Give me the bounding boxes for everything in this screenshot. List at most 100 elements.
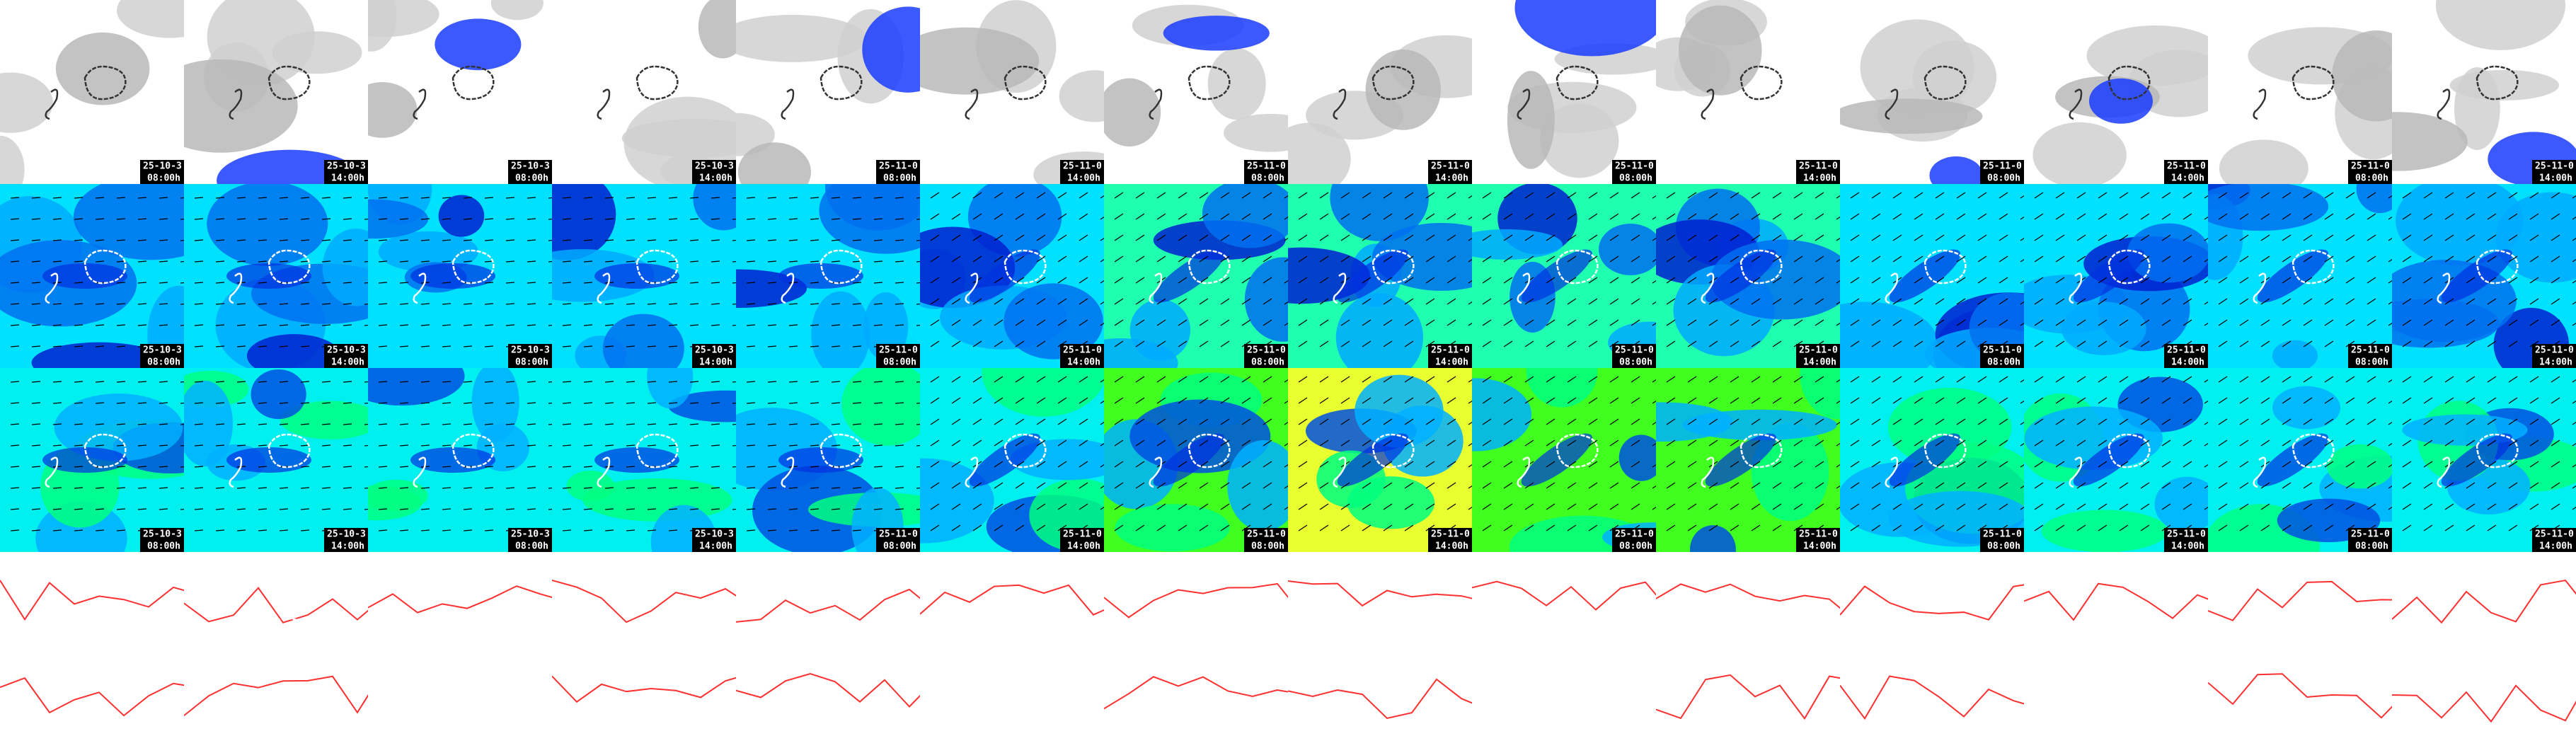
field-blob bbox=[2356, 184, 2392, 214]
wind-barb bbox=[1546, 234, 1556, 241]
wind-barb bbox=[1220, 255, 1230, 263]
wind-barb bbox=[767, 239, 777, 241]
wind-barb bbox=[711, 324, 720, 326]
wind-barb bbox=[1652, 506, 1656, 510]
island-outline bbox=[413, 456, 427, 488]
wind-barb bbox=[2020, 506, 2024, 510]
wind-barb bbox=[548, 260, 552, 263]
wind-barb bbox=[1567, 397, 1577, 404]
wind-barb bbox=[1425, 397, 1435, 404]
wind-barb bbox=[2161, 376, 2171, 383]
wind-barb bbox=[746, 260, 756, 263]
wind-barb bbox=[972, 482, 982, 489]
wind-barb bbox=[1815, 461, 1824, 468]
wind-barb bbox=[95, 239, 105, 241]
tile-background bbox=[2208, 552, 2392, 736]
contour-line bbox=[1840, 584, 2024, 621]
wind-barb bbox=[1383, 319, 1393, 326]
wind-barb bbox=[994, 524, 1004, 531]
date-label: 25-11-0 bbox=[2535, 529, 2574, 540]
wind-barb bbox=[1298, 439, 1308, 447]
label-box bbox=[2348, 344, 2392, 368]
wind-barb bbox=[1036, 524, 1046, 531]
wind-barb bbox=[1631, 397, 1640, 404]
wind-barb bbox=[2218, 319, 2228, 326]
wind-barb bbox=[2119, 298, 2129, 305]
wind-barb bbox=[2239, 482, 2249, 489]
wind-barb bbox=[1036, 503, 1046, 510]
island-outline bbox=[413, 640, 427, 672]
wind-barb bbox=[1220, 192, 1230, 199]
wind-barb bbox=[463, 197, 473, 199]
wind-barb bbox=[1135, 277, 1145, 284]
wind-barb bbox=[1871, 234, 1881, 241]
island-outline bbox=[452, 433, 495, 468]
wind-barb bbox=[1836, 421, 1840, 425]
wind-barb bbox=[10, 282, 20, 284]
wind-barb bbox=[236, 197, 246, 199]
wind-barb bbox=[1015, 503, 1025, 510]
wind-barb bbox=[1567, 192, 1577, 199]
wind-barb bbox=[1708, 439, 1718, 447]
wind-barb bbox=[1079, 376, 1088, 383]
wind-barb bbox=[2303, 340, 2313, 347]
wind-barb bbox=[378, 197, 388, 199]
wind-barb bbox=[2020, 421, 2024, 425]
wind-barb bbox=[1708, 255, 1718, 263]
wind-barb bbox=[1425, 234, 1435, 241]
wind-barb bbox=[52, 345, 62, 347]
wind-barb bbox=[2444, 524, 2454, 531]
wind-barb bbox=[2529, 277, 2539, 284]
wind-barb bbox=[442, 529, 452, 531]
wind-barb bbox=[2260, 482, 2270, 489]
wind-barb bbox=[2183, 213, 2192, 220]
map-tile: 25-11-008:00h bbox=[1104, 0, 1288, 184]
wind-barb bbox=[1199, 503, 1209, 510]
wind-barb bbox=[343, 381, 352, 383]
core-blob bbox=[1337, 433, 1409, 487]
wind-barb bbox=[95, 529, 105, 531]
wind-barb bbox=[1425, 482, 1435, 489]
wind-barb bbox=[505, 508, 515, 510]
wind-barb bbox=[378, 423, 388, 425]
wind-barb bbox=[1241, 397, 1251, 404]
wind-barb bbox=[2487, 376, 2497, 383]
wind-barb bbox=[1057, 213, 1067, 220]
wind-barb bbox=[1447, 482, 1456, 489]
wind-barb bbox=[215, 444, 225, 447]
wind-barb bbox=[1199, 439, 1209, 447]
wind-barb bbox=[626, 345, 636, 347]
wind-barb bbox=[1666, 376, 1676, 383]
wind-barb bbox=[831, 529, 841, 531]
wind-barb bbox=[1546, 255, 1556, 263]
wind-barb bbox=[788, 345, 798, 347]
wind-barb bbox=[2055, 255, 2065, 263]
wind-barb bbox=[2140, 340, 2150, 347]
wind-barb bbox=[1999, 439, 2008, 447]
wind-barb bbox=[1156, 524, 1166, 531]
wind-barb bbox=[1057, 503, 1067, 510]
date-label: 25-11-0 bbox=[1247, 529, 1286, 540]
wind-barb bbox=[1284, 258, 1288, 263]
wind-barb bbox=[1652, 216, 1656, 220]
wind-barb bbox=[116, 282, 126, 284]
field-blob bbox=[1507, 71, 1555, 169]
wind-barb bbox=[1956, 255, 1966, 263]
wind-barb bbox=[2466, 503, 2476, 510]
island-outline bbox=[268, 249, 311, 284]
field-blob bbox=[117, 0, 184, 38]
wind-barb bbox=[1935, 482, 1945, 489]
wind-barb bbox=[1079, 319, 1088, 326]
wind-barb bbox=[1892, 503, 1902, 510]
wind-barb bbox=[2388, 195, 2392, 199]
wind-barb bbox=[2487, 277, 2497, 284]
time-label: 08:00h bbox=[1251, 357, 1284, 368]
wind-barb bbox=[2055, 461, 2065, 468]
wind-barb bbox=[1708, 397, 1718, 404]
wind-barb bbox=[1425, 277, 1435, 284]
wind-barb bbox=[1850, 298, 1860, 305]
wind-barb bbox=[2020, 237, 2024, 241]
wind-barb bbox=[2055, 192, 2065, 199]
wind-barb bbox=[2140, 418, 2150, 425]
field-blob bbox=[251, 369, 306, 420]
